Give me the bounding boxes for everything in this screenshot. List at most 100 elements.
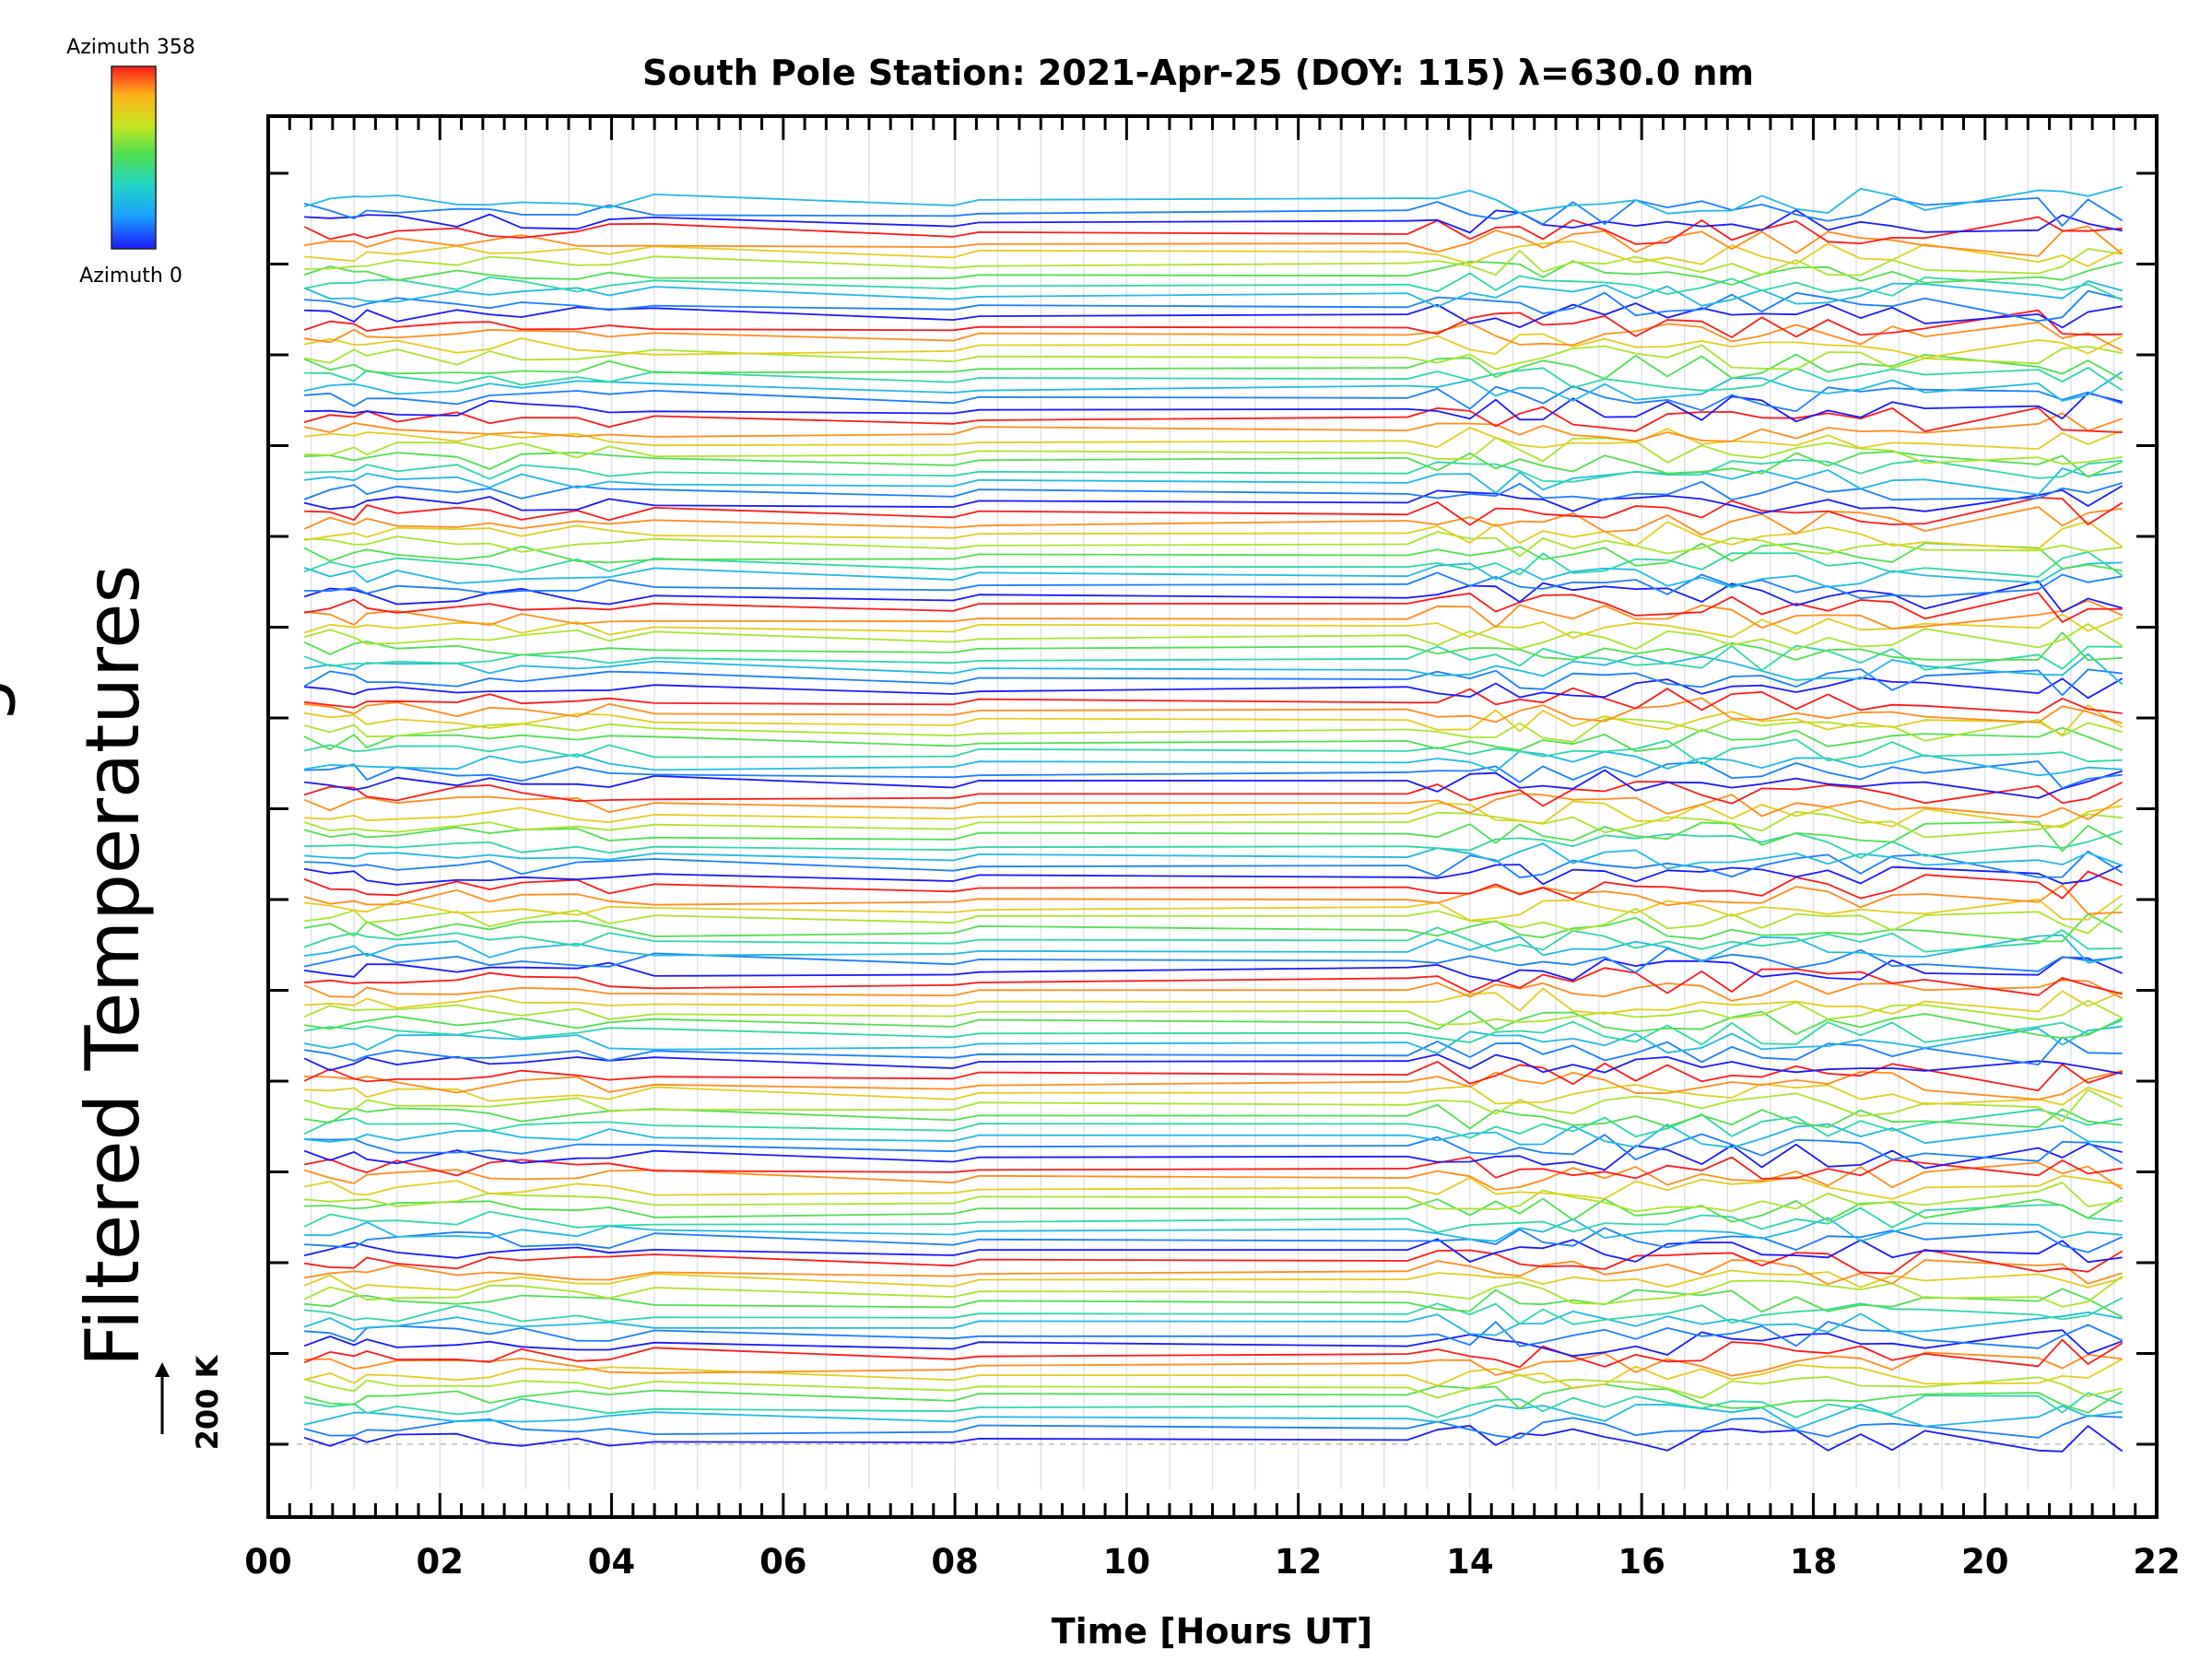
temperature-curve: [303, 353, 2124, 381]
temperature-curve: [303, 467, 2123, 496]
temperature-curve: [304, 451, 2124, 478]
temperature-curve: [303, 1025, 2123, 1054]
temperature-curve: [303, 947, 2123, 973]
temperature-curve: [304, 1227, 2124, 1253]
temperature-curve: [303, 1174, 2123, 1200]
temperature-curve: [303, 1238, 2123, 1264]
temperature-curve: [304, 289, 2123, 323]
x-tick-label: 00: [244, 1542, 292, 1582]
temperature-curve: [303, 333, 2124, 359]
temperature-curve: [303, 1269, 2123, 1291]
temperature-curve: [304, 894, 2124, 922]
temperature-curve: [304, 1288, 2124, 1318]
temperature-curve: [303, 1036, 2123, 1065]
temperature-curve: [303, 1373, 2123, 1399]
temperature-curve: [304, 459, 2123, 483]
temperature-curve: [304, 385, 2123, 413]
temperature-curve: [304, 1182, 2123, 1213]
temperature-curve: [303, 216, 2123, 245]
temperature-curve: [304, 830, 2123, 859]
temperature-curve: [304, 677, 2124, 700]
temperature-curve: [303, 185, 2123, 215]
temperature-curve: [304, 1321, 2124, 1349]
x-tick-label: 06: [759, 1542, 807, 1582]
x-tick-label: 14: [1446, 1542, 1494, 1582]
temperature-curve: [303, 934, 2123, 964]
temperature-curve: [303, 1061, 2123, 1092]
x-tick-label: 12: [1275, 1542, 1323, 1582]
colorbar-top-label: Azimuth 358: [66, 36, 195, 59]
temperature-curve: [303, 1103, 2123, 1130]
temperature-curve: [303, 1018, 2124, 1046]
x-axis-label: Time [Hours UT]: [1052, 1611, 1373, 1652]
temperature-curve: [304, 571, 2123, 600]
colorbar: [111, 65, 157, 250]
x-tick-label: 20: [1961, 1542, 2009, 1582]
temperature-curve: [303, 344, 2123, 371]
temperature-curve: [303, 1053, 2123, 1075]
temperature-curve: [304, 850, 2124, 878]
temperature-curve: [304, 531, 2123, 558]
temperature-curve: [303, 726, 2124, 752]
temperature-curve: [303, 1425, 2124, 1453]
temperature-curve: [304, 987, 2124, 1015]
temperature-curve: [303, 820, 2124, 853]
temperature-curve: [303, 704, 2124, 736]
temperature-curve: [303, 902, 2124, 935]
temperature-curve: [303, 521, 2124, 550]
temperature-curve: [303, 769, 2123, 799]
temperature-curve: [304, 248, 2123, 276]
axis-ticks: [266, 116, 2159, 1517]
temperature-curve: [303, 1383, 2124, 1414]
temperature-curve: [303, 225, 2124, 257]
temperature-curve: [303, 371, 2124, 402]
temperature-curve: [304, 1123, 2123, 1148]
y-axis-label-partial: g: [0, 677, 18, 724]
temperature-curve: [304, 427, 2124, 450]
temperature-curve: [303, 272, 2124, 301]
temperature-curve: [303, 406, 2123, 433]
x-tick-labels: 00 02 04 06 08 10 12 14 16 18 20 22: [244, 1542, 2181, 1582]
temperature-curve: [303, 653, 2124, 686]
temperature-curve: [303, 321, 2124, 352]
temperature-curve: [303, 1108, 2123, 1139]
temperature-curve: [303, 485, 2124, 514]
temperature-curve: [303, 1143, 2123, 1171]
temperature-curve: [304, 497, 2124, 526]
temperature-curve: [303, 580, 2123, 613]
temperature-curve: [303, 309, 2123, 338]
temperature-curve: [303, 260, 2123, 286]
temperature-curve: [303, 1338, 2124, 1369]
temperature-curve: [303, 1259, 2123, 1286]
temperature-curve: [304, 437, 2123, 465]
y-axis-label: Filtered Temperatures: [70, 565, 156, 1367]
x-tick-label: 18: [1790, 1542, 1838, 1582]
temperature-curve: [304, 800, 2123, 829]
temperature-curve: [304, 967, 2123, 996]
x-tick-label: 04: [588, 1542, 636, 1582]
temperature-curve: [304, 697, 2123, 724]
temperature-curve: [303, 1415, 2123, 1440]
temperature-curves: [303, 185, 2124, 1453]
temperature-curve: [303, 912, 2124, 943]
temperature-curve: [303, 1156, 2123, 1180]
temperature-curve: [303, 1204, 2123, 1233]
temperature-curve: [304, 1217, 2123, 1242]
chart-title: South Pole Station: 2021-Apr-25 (DOY: 11…: [642, 53, 1754, 93]
x-tick-label: 02: [417, 1542, 465, 1582]
temperature-curve: [303, 561, 2123, 589]
temperature-curve: [303, 1161, 2124, 1191]
temperature-curve: [304, 1083, 2123, 1106]
temperature-curve: [303, 1088, 2124, 1123]
temperature-curve: [303, 781, 2124, 807]
scale-bar-label: 200 K: [190, 1354, 225, 1450]
temperature-curve: [303, 280, 2123, 308]
scale-arrow-icon: [155, 1362, 170, 1377]
temperature-curve: [303, 631, 2123, 661]
temperature-curve: [303, 999, 2124, 1026]
temperature-curve: [303, 506, 2123, 536]
temperature-curve: [303, 644, 2123, 672]
temperature-curve: [303, 623, 2124, 651]
temperature-curve: [303, 551, 2124, 578]
temperature-curve: [303, 1329, 2124, 1358]
